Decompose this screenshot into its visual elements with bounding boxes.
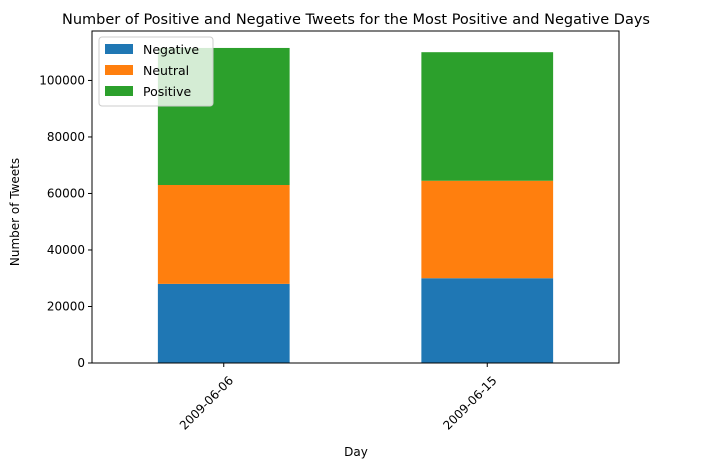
y-tick-label: 20000 (47, 299, 85, 313)
bar-neutral-2009-06-06 (157, 184, 290, 284)
bar-negative-2009-06-15 (421, 278, 554, 363)
y-tick-label: 80000 (47, 130, 85, 144)
plot-frame (91, 30, 620, 364)
y-tick-label: 60000 (47, 186, 85, 200)
legend-label-neutral: Neutral (143, 63, 189, 78)
chart-title: Number of Positive and Negative Tweets f… (62, 12, 650, 28)
axes-group (91, 30, 620, 364)
legend: Negative Neutral Positive (98, 36, 214, 107)
bar-positive-2009-06-15 (421, 52, 554, 181)
legend-label-positive: Positive (143, 84, 191, 99)
x-tick-label: 2009-06-15 (440, 373, 499, 432)
bars-group (157, 47, 554, 363)
legend-swatch-neutral (105, 65, 133, 75)
y-tick-label: 100000 (39, 73, 85, 87)
y-tick-label: 0 (77, 356, 85, 370)
bar-negative-2009-06-06 (157, 283, 290, 363)
x-tick-label: 2009-06-06 (177, 373, 236, 432)
y-tick-label: 40000 (47, 243, 85, 257)
x-axis-label: Day (344, 445, 368, 459)
y-axis-label: Number of Tweets (8, 158, 22, 266)
legend-swatch-negative (105, 44, 133, 54)
legend-swatch-positive (105, 86, 133, 96)
bar-neutral-2009-06-15 (421, 180, 554, 279)
legend-label-negative: Negative (143, 42, 199, 57)
